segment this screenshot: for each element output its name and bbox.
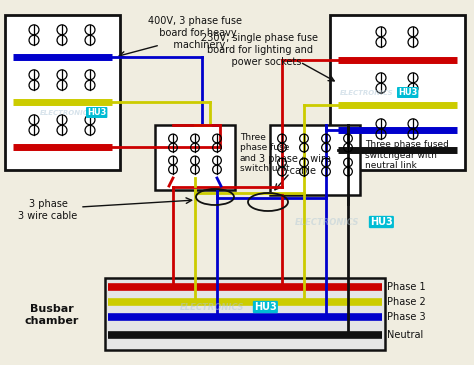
Bar — [270, 125, 360, 195]
Text: 3 phase
3 wire cable: 3 phase 3 wire cable — [18, 199, 78, 221]
Text: 230V, single phase fuse
board for lighting and
    power sockets: 230V, single phase fuse board for lighti… — [201, 34, 319, 66]
Text: HU3: HU3 — [254, 302, 277, 312]
Text: Busbar
chamber: Busbar chamber — [25, 304, 79, 326]
Text: HU3: HU3 — [87, 108, 106, 117]
Text: ELECTRONICS: ELECTRONICS — [295, 218, 359, 227]
Bar — [330, 15, 465, 170]
Bar — [105, 278, 385, 350]
Text: Phase 1: Phase 1 — [387, 282, 426, 292]
Text: HU3: HU3 — [370, 217, 393, 227]
Text: 3 phase 4 wire
     cable: 3 phase 4 wire cable — [259, 154, 331, 176]
Text: Phase 2: Phase 2 — [387, 297, 426, 307]
Text: HU3: HU3 — [398, 88, 418, 97]
Bar — [155, 125, 235, 190]
Text: ELECTRONICS: ELECTRONICS — [40, 110, 94, 116]
Text: Three
phase fuse
and
switch unit: Three phase fuse and switch unit — [240, 133, 290, 173]
Text: 400V, 3 phase fuse
  board for heavy
   machinery: 400V, 3 phase fuse board for heavy machi… — [148, 16, 242, 50]
Text: Phase 3: Phase 3 — [387, 312, 426, 322]
Text: ELECTRONICS: ELECTRONICS — [340, 90, 393, 96]
Text: Three phase fused
switchgear with
neutral link: Three phase fused switchgear with neutra… — [365, 140, 449, 170]
Text: ELECTRONICS: ELECTRONICS — [180, 303, 245, 312]
Text: Neutral: Neutral — [387, 330, 423, 340]
Bar — [5, 15, 120, 170]
